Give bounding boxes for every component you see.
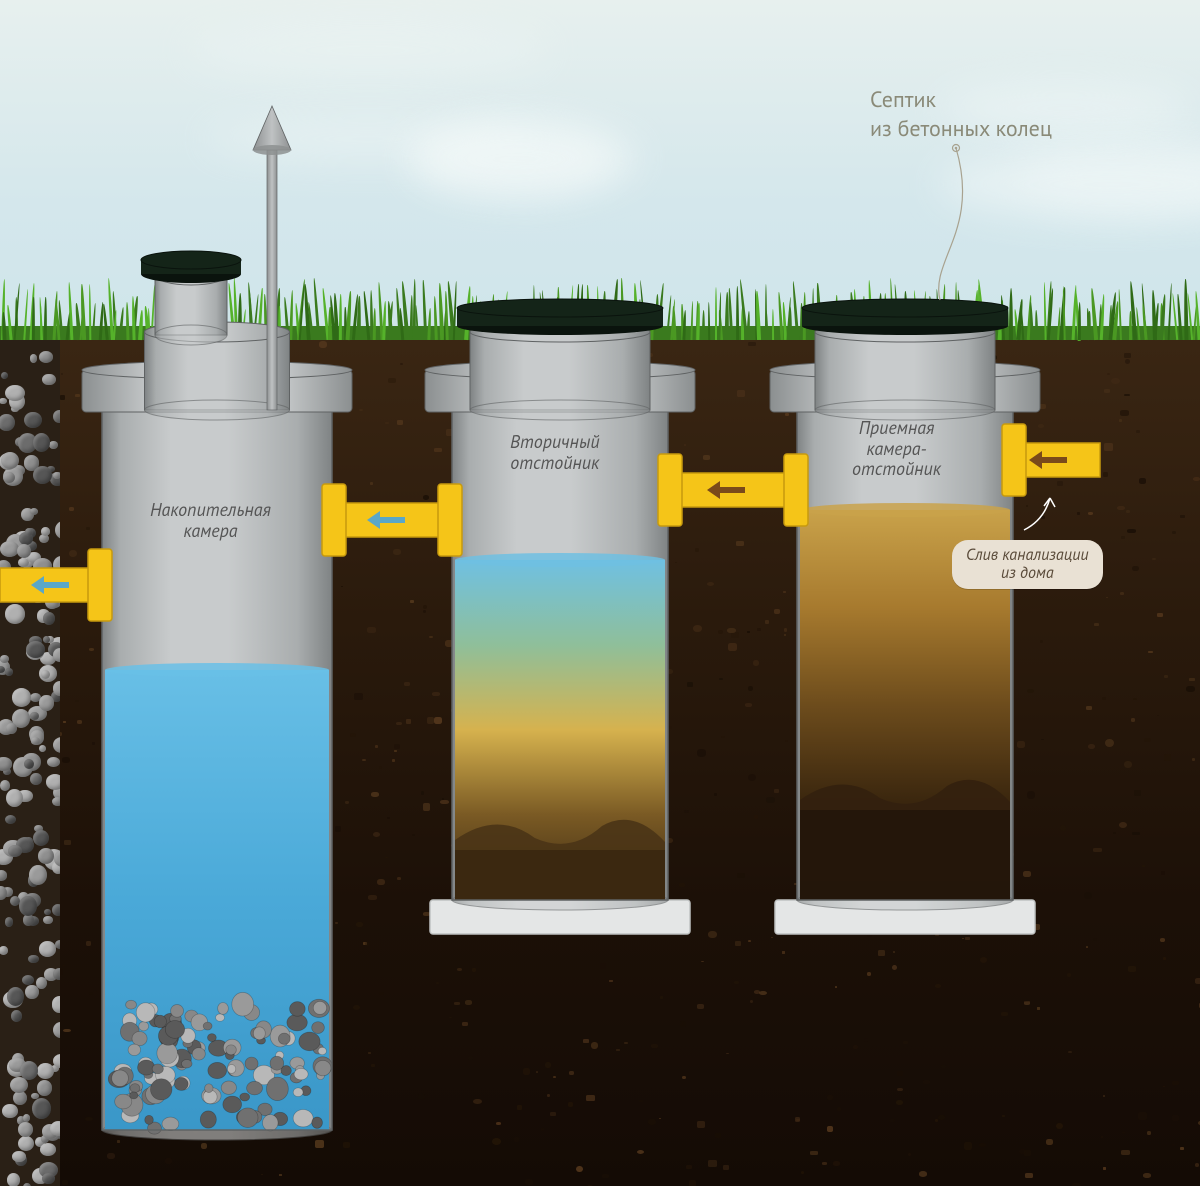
tank-left-label: Накопительная камера [150, 500, 271, 541]
tank-left [82, 106, 352, 1140]
inlet-callout-badge: Слив канализации из дома [952, 540, 1103, 589]
diagram-svg [0, 0, 1200, 1186]
tank-middle [425, 299, 695, 934]
tank-right [770, 299, 1040, 934]
tank-right-label: Приемная камера- отстойник [852, 418, 941, 480]
pipe-inlet [1002, 424, 1100, 496]
tank-middle-label: Вторичный отстойник [510, 432, 600, 473]
pipe-3to2 [658, 454, 808, 526]
diagram-title: Септик из бетонных колец [870, 86, 1052, 143]
diagram-stage: Накопительная камера Вторичный отстойник П… [0, 0, 1200, 1186]
pipe-outlet [0, 549, 112, 621]
inlet-callout-arrow [1024, 498, 1055, 530]
pipe-2to1 [322, 484, 462, 556]
title-callout-wire [939, 145, 963, 301]
